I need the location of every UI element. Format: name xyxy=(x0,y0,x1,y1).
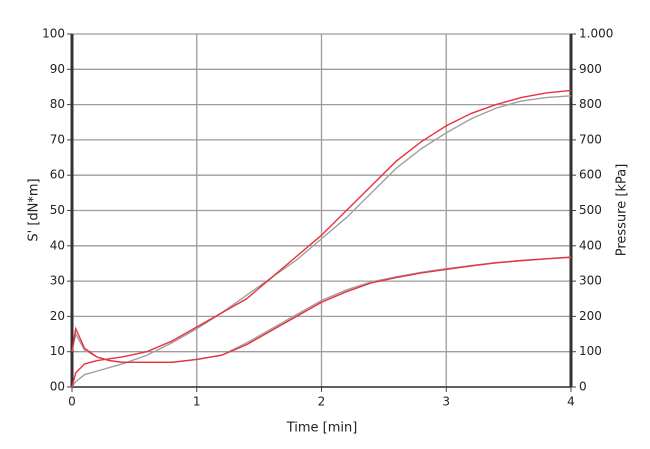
y2-axis-label: Pressure [kPa] xyxy=(615,164,630,257)
y-tick-label: 50 xyxy=(50,203,65,217)
y-tick-label: 60 xyxy=(50,168,65,182)
y-tick-label: 40 xyxy=(50,238,65,252)
y2-tick-label: 1.000 xyxy=(579,27,613,41)
y-tick-label: 90 xyxy=(50,62,65,76)
y-tick-label: 10 xyxy=(50,344,65,358)
y-tick-label: 100 xyxy=(42,27,65,41)
x-tick-label: 3 xyxy=(442,395,450,409)
data-line xyxy=(71,89,572,388)
y-tick-label: 00 xyxy=(50,380,65,394)
y2-tick-label: 0 xyxy=(579,380,587,394)
y2-tick-label: 500 xyxy=(579,203,602,217)
y-tick-label: 30 xyxy=(50,274,65,288)
data-line xyxy=(71,95,572,388)
x-tick-label: 0 xyxy=(68,395,76,409)
y2-tick-label: 700 xyxy=(579,132,602,146)
x-tick-label: 4 xyxy=(567,395,575,409)
y2-tick-label: 200 xyxy=(579,309,602,323)
y-axis-label: S' [dN*m] xyxy=(27,178,42,241)
y2-tick-label: 100 xyxy=(579,344,602,358)
y2-tick-label: 400 xyxy=(579,238,602,252)
y-tick-label: 80 xyxy=(50,97,65,111)
y2-tick-label: 600 xyxy=(579,168,602,182)
x-tick-label: 2 xyxy=(318,395,326,409)
y2-tick-label: 900 xyxy=(579,62,602,76)
x-axis-label: Time [min] xyxy=(286,421,358,436)
y2-tick-label: 800 xyxy=(579,97,602,111)
data-line xyxy=(71,256,572,363)
y-tick-label: 70 xyxy=(50,132,65,146)
x-tick-label: 1 xyxy=(193,395,201,409)
y-tick-label: 20 xyxy=(50,309,65,323)
y2-tick-label: 300 xyxy=(579,274,602,288)
